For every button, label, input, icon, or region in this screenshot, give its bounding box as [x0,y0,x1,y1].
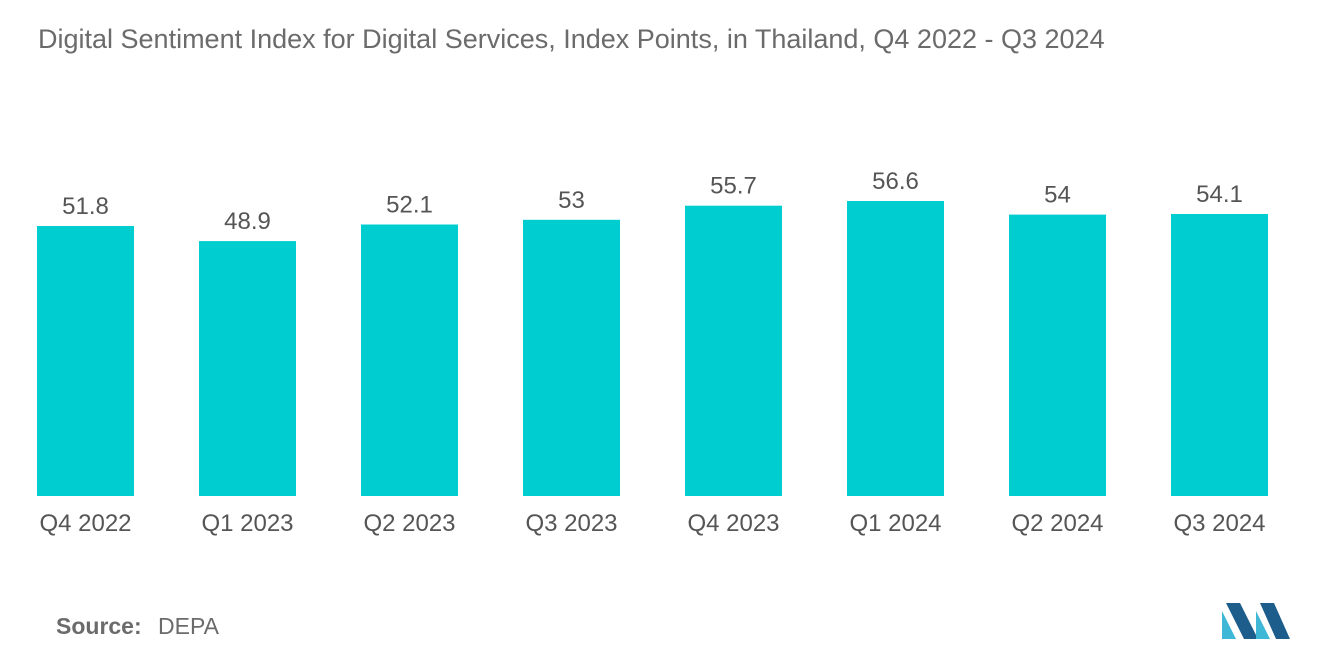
data-label: 55.7 [710,173,757,200]
bar-q3-2024 [1171,214,1268,496]
bar-q2-2024 [1009,214,1106,496]
data-label: 54 [1044,182,1071,209]
chart-title: Digital Sentiment Index for Digital Serv… [38,24,1105,54]
bar-q4-2022 [37,226,134,496]
bar-q3-2023 [523,219,620,497]
x-tick-label: Q4 2022 [39,510,131,537]
x-tick-label: Q3 2023 [525,510,617,537]
bar-q2-2023 [361,224,458,496]
data-label: 56.6 [872,168,919,195]
data-label: 52.1 [386,192,433,219]
data-label: 51.8 [62,193,109,220]
source-value: DEPA [158,613,219,639]
bar-q1-2023 [199,241,296,496]
bar-q1-2024 [847,201,944,496]
x-tick-label: Q1 2023 [201,510,293,537]
x-tick-label: Q3 2024 [1173,510,1265,537]
source-label: Source: [56,613,142,639]
x-tick-label: Q2 2024 [1011,510,1103,537]
data-label: 54.1 [1196,181,1243,208]
bar-q4-2023 [685,205,782,496]
source-note: Source: DEPA [56,613,219,640]
mordor-intelligence-logo-icon [1222,603,1290,639]
x-tick-label: Q2 2023 [363,510,455,537]
data-label: 48.9 [224,208,271,235]
x-tick-label: Q4 2023 [687,510,779,537]
data-label: 53 [558,187,585,214]
x-tick-label: Q1 2024 [849,510,941,537]
